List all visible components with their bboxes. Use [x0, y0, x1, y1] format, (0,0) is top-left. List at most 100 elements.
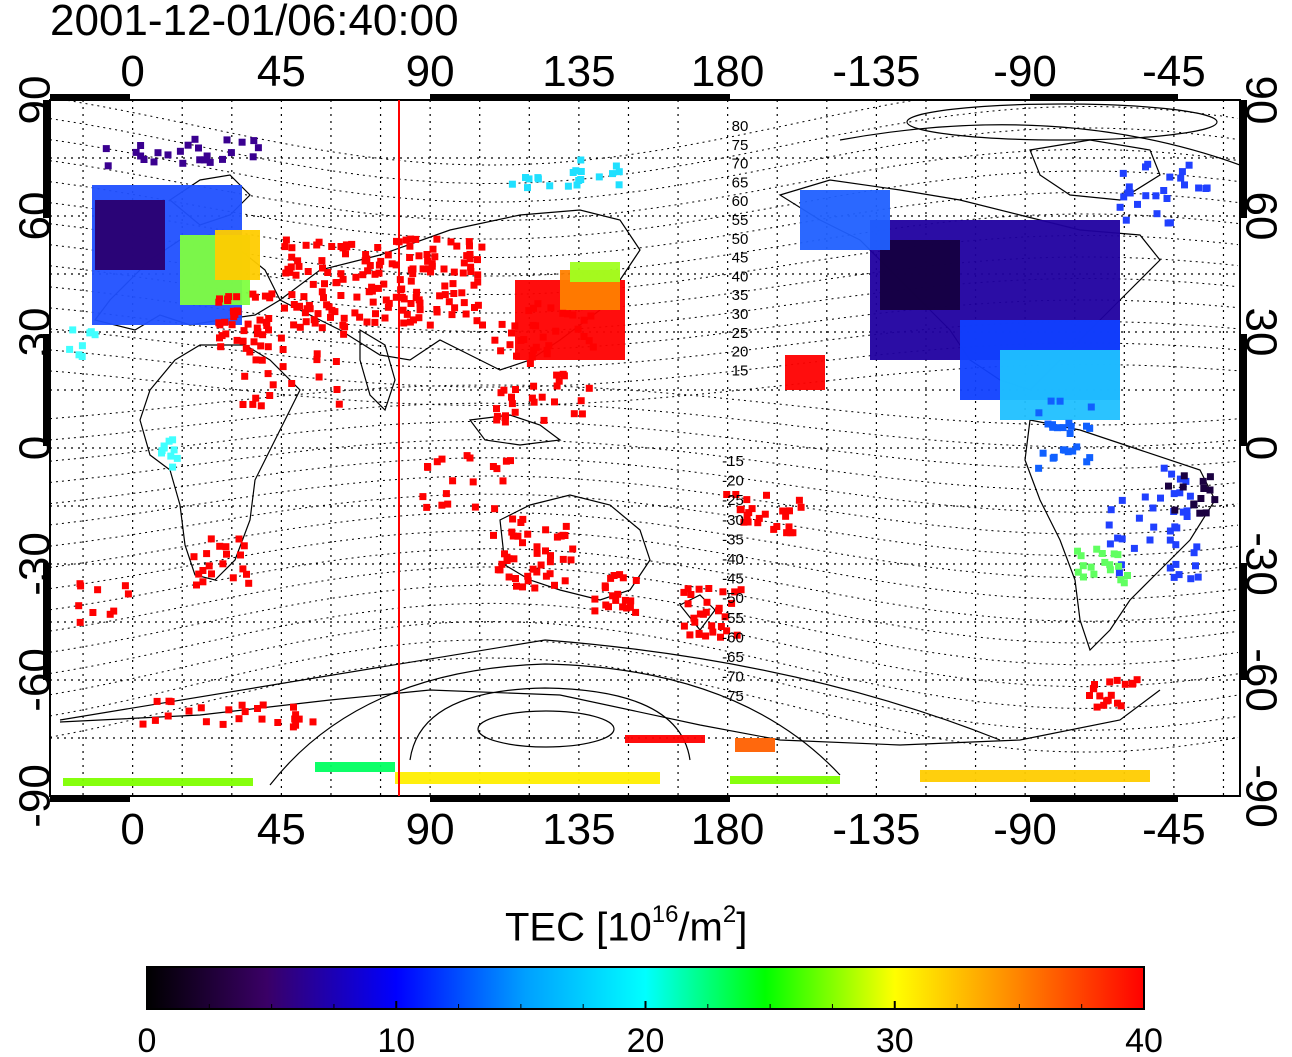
tec-cell	[460, 259, 468, 267]
magnetic-contour	[50, 213, 1239, 277]
tec-cell	[332, 358, 340, 365]
magnetic-lat-label-north: 50	[732, 231, 749, 248]
coastline-segment	[1024, 419, 1216, 652]
magnetic-lat-label-north: 80	[732, 118, 749, 135]
tec-cell	[274, 719, 282, 726]
tec-cell	[1187, 575, 1195, 583]
tec-cell	[309, 718, 317, 726]
tec-cell	[176, 147, 184, 155]
tec-cell	[1115, 569, 1123, 577]
tec-cell	[553, 371, 561, 379]
tec-cell	[491, 505, 499, 513]
tec-cell	[427, 267, 435, 275]
colorbar-label-exponent2: 2	[722, 901, 737, 928]
tec-cell	[1199, 477, 1207, 485]
tec-cell	[690, 614, 698, 622]
tec-data-cells	[63, 135, 1219, 786]
tec-cell	[1073, 443, 1081, 451]
tec-cell	[1090, 570, 1098, 578]
tec-cell	[1166, 173, 1174, 181]
colorbar-ticks: 0 10 20 30 40	[138, 1001, 1163, 1057]
tec-cell	[1077, 552, 1085, 560]
tec-cell	[243, 570, 250, 578]
colorbar-tick-label: 0	[138, 1022, 157, 1057]
tec-cell	[1101, 558, 1109, 566]
tec-cell	[1180, 472, 1188, 480]
tec-cell	[223, 550, 230, 558]
tec-cell	[1087, 563, 1095, 571]
tec-cell	[595, 173, 603, 181]
tec-cell	[363, 318, 371, 326]
tec-cell	[533, 568, 541, 576]
timestamp-title: 2001-12-01/06:40:00	[50, 0, 459, 45]
tec-cell	[547, 552, 554, 560]
magnetic-lat-label-north: 65	[732, 174, 749, 191]
tec-cell	[1186, 492, 1194, 500]
tec-cell	[493, 465, 501, 473]
tec-cell	[1035, 409, 1043, 417]
top-lon-label: 45	[257, 47, 306, 96]
magnetic-lat-label-south: -65	[722, 649, 744, 666]
top-lon-label: -45	[1142, 47, 1206, 96]
tec-cell	[365, 288, 373, 296]
tec-cell	[397, 286, 405, 294]
tec-cell	[570, 410, 578, 418]
tec-cell	[474, 301, 482, 309]
tec-cell	[169, 436, 177, 444]
right-lat-label: 30	[1237, 308, 1286, 357]
tec-cell	[160, 442, 168, 450]
tec-cell	[407, 277, 415, 285]
tec-cell	[786, 507, 793, 515]
tec-cell	[551, 398, 558, 406]
tec-cell	[279, 363, 287, 371]
left-lat-label: -90	[10, 764, 59, 828]
tec-cell	[1100, 701, 1108, 709]
tec-cell	[686, 631, 694, 639]
tec-cell	[216, 295, 223, 303]
tec-cell	[240, 542, 248, 550]
tec-cell	[1049, 454, 1057, 462]
tec-cell	[237, 551, 244, 559]
tec-cell	[318, 324, 326, 332]
tec-cell	[1185, 161, 1193, 169]
tec-cell	[1098, 550, 1106, 557]
tec-cell	[199, 567, 207, 574]
top-lon-label: -90	[993, 47, 1057, 96]
magnetic-lat-label-south: -60	[722, 629, 744, 646]
tec-cell	[139, 720, 147, 728]
tec-cell	[466, 255, 474, 263]
tec-cell	[294, 257, 302, 265]
tec-cell	[368, 283, 376, 291]
tec-cell	[463, 452, 471, 460]
tec-cell	[348, 240, 356, 248]
tec-cell	[364, 267, 372, 275]
tec-cell	[441, 291, 449, 299]
tec-cell	[375, 261, 383, 269]
tec-cell	[363, 255, 371, 263]
tec-cell	[506, 341, 514, 349]
top-lon-label: 180	[691, 47, 764, 96]
tec-cell	[721, 613, 729, 621]
tec-cell	[458, 289, 466, 297]
tec-cell	[587, 312, 595, 320]
colorbar-tick-label: 10	[377, 1022, 415, 1057]
top-lon-label: -135	[832, 47, 920, 96]
tec-cell	[1195, 184, 1203, 192]
tec-cell	[526, 360, 534, 367]
tec-cell	[319, 264, 326, 272]
tec-cell	[384, 303, 392, 311]
tec-cell	[1105, 521, 1113, 529]
tec-cell	[450, 268, 458, 276]
tec-cell	[1124, 572, 1131, 579]
magnetic-lat-label-north: 70	[732, 156, 749, 173]
tec-cell	[1124, 189, 1132, 197]
tec-cell	[169, 463, 177, 471]
magnetic-lat-label-south: -15	[722, 453, 744, 470]
tec-cell	[474, 271, 482, 279]
tec-cell	[340, 330, 348, 338]
tec-cell	[206, 158, 214, 166]
bottom-frame-bar	[50, 795, 130, 802]
tec-cell	[717, 623, 725, 630]
tec-cell	[530, 398, 538, 406]
magnetic-lat-label-south: -75	[722, 688, 744, 705]
